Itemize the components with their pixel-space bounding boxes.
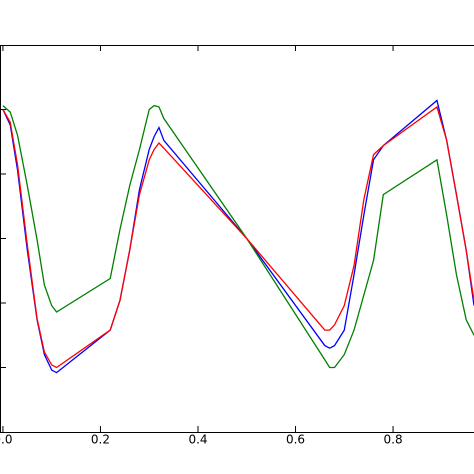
x-tick-label: 0.6: [286, 433, 305, 447]
series-line: [2, 105, 474, 369]
series-line: [2, 104, 474, 369]
x-tick-label: 0.0: [0, 433, 12, 447]
x-tick-label: 0.4: [188, 433, 207, 447]
x-tick-label: 0.2: [91, 433, 110, 447]
x-tick-label: 0.8: [384, 433, 403, 447]
